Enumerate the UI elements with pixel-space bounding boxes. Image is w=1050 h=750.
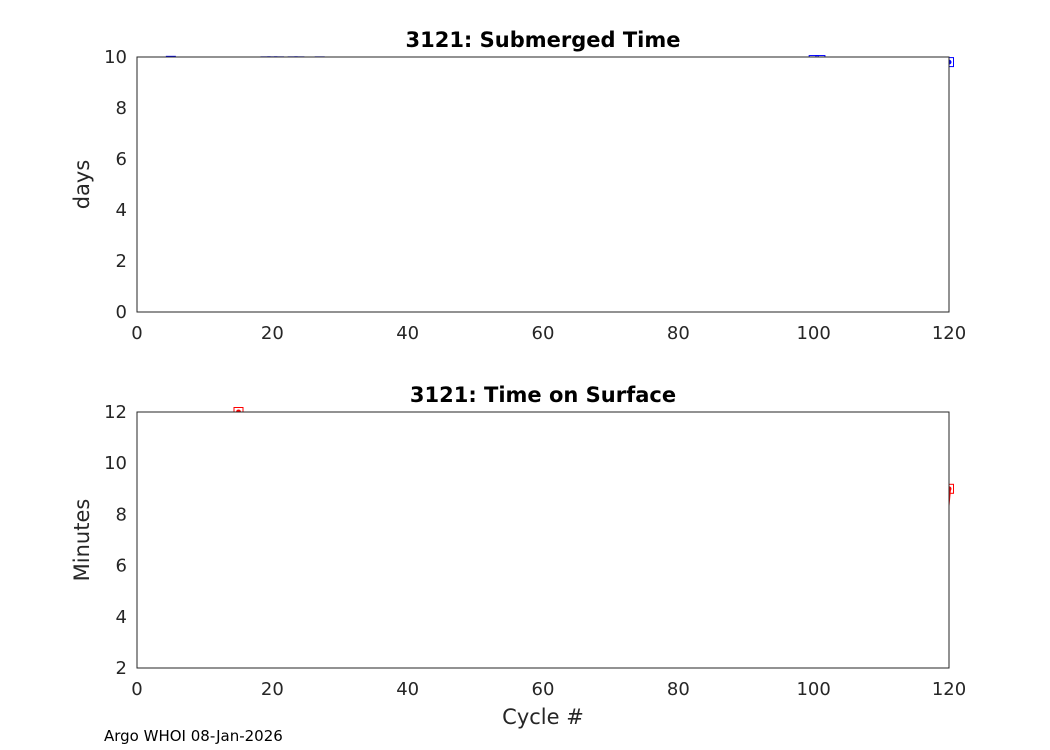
plot-frame (136, 411, 950, 669)
y-tick-label: 2 (116, 658, 127, 679)
y-axis-label: Minutes (70, 499, 94, 582)
y-tick-label: 8 (116, 98, 127, 119)
x-tick-label: 60 (532, 679, 555, 700)
x-tick-label: 120 (932, 679, 966, 700)
chart-title: 3121: Submerged Time (405, 28, 680, 52)
x-tick-label: 40 (396, 323, 419, 344)
y-tick-label: 4 (116, 200, 127, 221)
x-tick-label: 120 (932, 323, 966, 344)
x-tick-label: 20 (261, 323, 284, 344)
y-tick-label: 6 (116, 556, 127, 577)
submerged-time-plot: 0 20 40 60 80 100 120 0 2 4 6 8 10 3121: Submerged Ti… (70, 28, 966, 344)
y-tick-label: 8 (116, 504, 127, 525)
y-tick-label: 10 (104, 453, 127, 474)
x-tick-label: 100 (796, 323, 830, 344)
x-tick-label: 80 (667, 323, 690, 344)
y-tick-label: 2 (116, 251, 127, 272)
plot-frame (136, 56, 950, 313)
x-tick-label: 80 (667, 679, 690, 700)
y-tick-label: 12 (104, 402, 127, 423)
chart-title: 3121: Time on Surface (410, 383, 676, 407)
y-tick-label: 4 (116, 607, 127, 628)
y-tick-label: 0 (116, 302, 127, 323)
surface-time-plot: 0 20 40 60 80 100 120 2 4 6 8 10 12 3121: Time on Sur… (70, 383, 966, 729)
x-tick-label: 60 (532, 323, 555, 344)
x-tick-label: 40 (396, 679, 419, 700)
x-tick-label: 0 (131, 323, 142, 344)
y-tick-label: 6 (116, 149, 127, 170)
x-tick-label: 100 (796, 679, 830, 700)
y-tick-label: 10 (104, 47, 127, 68)
y-axis-label: days (70, 160, 94, 210)
x-tick-label: 0 (131, 679, 142, 700)
x-tick-label: 20 (261, 679, 284, 700)
x-axis-label: Cycle # (502, 705, 584, 729)
footer-text: Argo WHOI 08-Jan-2026 (104, 727, 283, 745)
